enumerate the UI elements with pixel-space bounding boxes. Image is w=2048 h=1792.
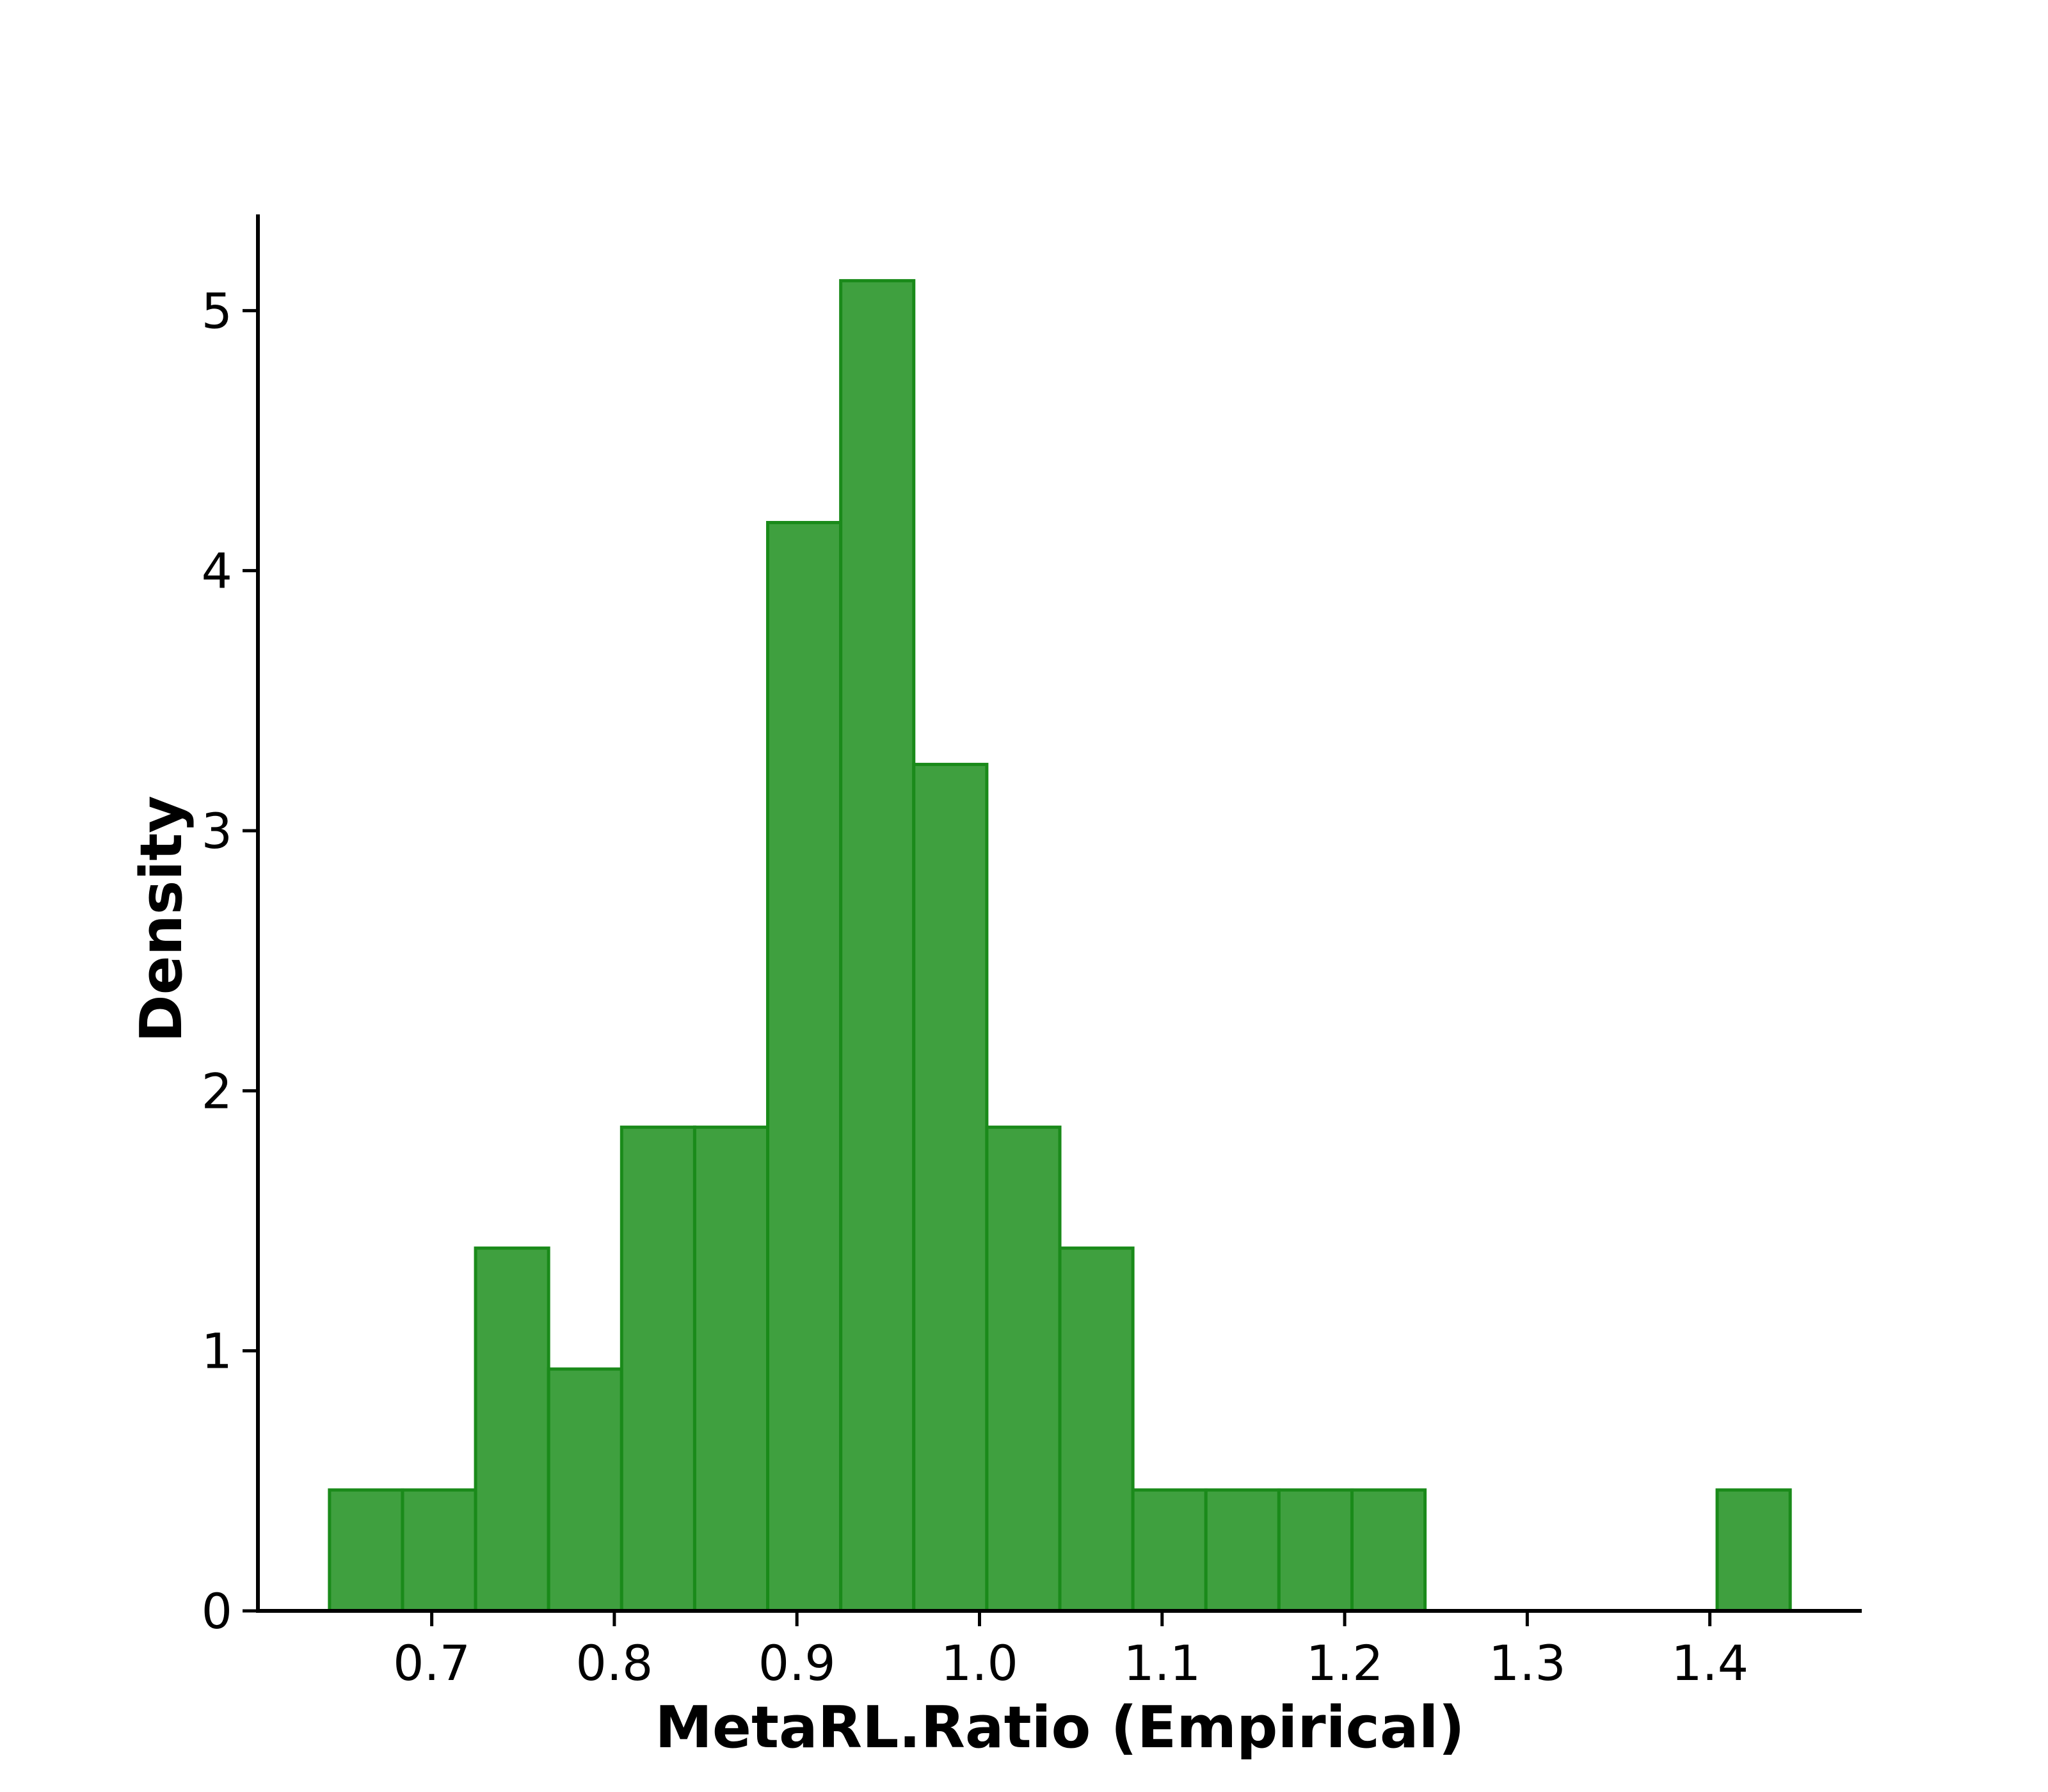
x-tick-label: 1.1	[1123, 1635, 1201, 1692]
y-tick-label: 3	[202, 803, 232, 860]
histogram-bar	[766, 521, 843, 1613]
y-tick-label: 4	[202, 543, 232, 600]
histogram-bar	[620, 1125, 696, 1613]
x-ticks-group: 0.7 0.8 0.9 1.0 1.1 1.2 1.3 1.4	[393, 1611, 1748, 1692]
histogram-bar	[1715, 1488, 1792, 1613]
histogram-bar	[328, 1488, 404, 1613]
y-tick-label: 5	[202, 282, 232, 339]
histogram-bar	[692, 1125, 770, 1613]
y-ticks-group: 0 1 2 3 4 5	[202, 282, 258, 1640]
x-tick-label: 1.0	[941, 1635, 1018, 1692]
y-tick-label: 2	[202, 1062, 232, 1119]
x-axis-title: MetaRL.Ratio (Empirical)	[655, 1694, 1464, 1761]
histogram-bar	[1204, 1488, 1281, 1613]
histogram-bar	[1277, 1488, 1354, 1613]
histogram-bar	[401, 1488, 477, 1613]
histogram-bar	[985, 1125, 1062, 1613]
x-tick-label: 0.8	[575, 1635, 653, 1692]
x-tick-label: 0.7	[393, 1635, 470, 1692]
histogram-bar	[1058, 1246, 1135, 1613]
y-tick-label: 0	[202, 1583, 232, 1640]
histogram-bar	[912, 762, 989, 1613]
x-tick-label: 1.2	[1306, 1635, 1384, 1692]
histogram-bar	[839, 279, 916, 1613]
histogram-bar	[474, 1246, 550, 1613]
histogram-bar	[1350, 1488, 1427, 1613]
x-tick-label: 0.9	[758, 1635, 836, 1692]
y-tick-label: 1	[202, 1323, 232, 1380]
histogram-bar	[1131, 1488, 1208, 1613]
x-tick-label: 1.4	[1671, 1635, 1748, 1692]
x-tick-label: 1.3	[1489, 1635, 1566, 1692]
bars-group	[328, 279, 1792, 1613]
y-axis-title: Density	[128, 796, 195, 1043]
histogram-bar	[547, 1367, 623, 1613]
